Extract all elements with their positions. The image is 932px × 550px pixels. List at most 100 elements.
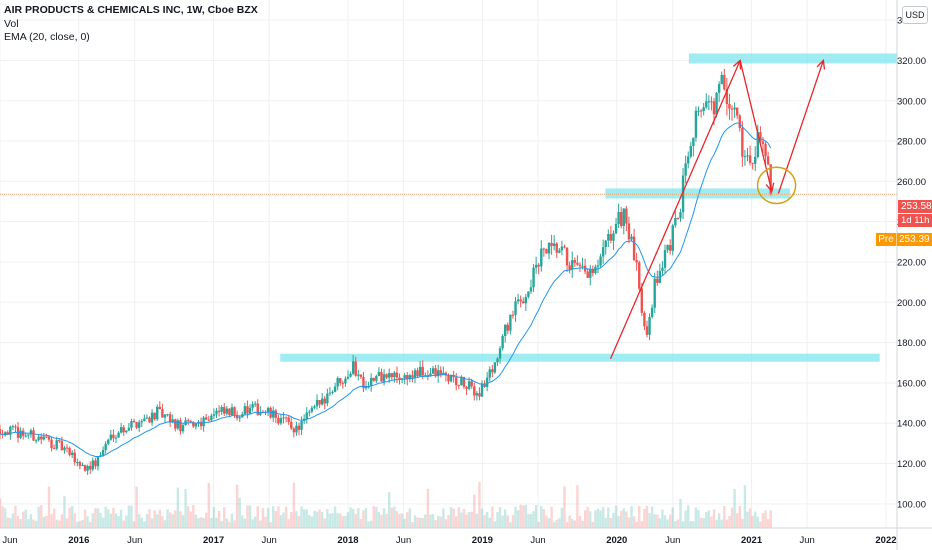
volume-bar	[710, 516, 713, 528]
candle-body	[741, 128, 744, 157]
volume-bar	[140, 517, 143, 528]
candle-body	[591, 269, 595, 273]
volume-bar	[14, 505, 17, 528]
candle-body	[668, 245, 672, 251]
volume-bar	[467, 512, 471, 528]
candle-body	[766, 156, 770, 165]
volume-bar	[176, 487, 180, 528]
volume-bar	[326, 508, 329, 528]
volume-bar	[1, 506, 4, 528]
volume-bar	[748, 508, 752, 528]
volume-bar	[656, 514, 659, 528]
volume-bar	[197, 518, 200, 528]
volume-bar	[357, 508, 360, 528]
volume-bar	[117, 515, 120, 528]
candle-body	[305, 412, 308, 419]
volume-bar	[333, 506, 337, 528]
premarket-value: 253.39	[899, 234, 930, 245]
candle-body	[516, 299, 520, 302]
volume-bar	[599, 510, 602, 528]
candle-body	[648, 316, 651, 335]
ema-polyline	[0, 122, 772, 458]
volume-bar	[679, 498, 682, 528]
candle-body	[315, 399, 319, 407]
candle-body	[0, 429, 2, 435]
candle-body	[596, 265, 600, 267]
volume-bar	[560, 507, 564, 528]
x-tick-label: Jun	[396, 535, 411, 546]
candle-body	[122, 427, 125, 433]
volume-bar	[40, 505, 43, 528]
currency-button[interactable]: USD	[902, 6, 928, 24]
candle-body	[565, 247, 569, 266]
volume-bar	[27, 519, 30, 528]
volume-bar	[728, 515, 731, 528]
premarket-price-tag: Pre 253.39	[876, 233, 932, 246]
volume-bar	[741, 518, 744, 528]
volume-bar	[225, 518, 229, 528]
volume-bar	[424, 514, 427, 528]
candle-body	[163, 414, 167, 418]
candle-body	[455, 377, 458, 386]
candle-body	[643, 312, 646, 327]
candle-body	[666, 245, 669, 251]
volume-bar	[86, 516, 89, 528]
price-zone	[280, 353, 880, 362]
candle-body	[14, 426, 17, 428]
candle-body	[619, 212, 623, 226]
candle-body	[364, 386, 368, 389]
candle-body	[449, 375, 453, 382]
symbol-title[interactable]: AIR PRODUCTS & CHEMICALS INC, 1W, Cboe B…	[4, 4, 258, 16]
volume-bar	[158, 509, 162, 528]
volume-bars	[0, 482, 772, 528]
volume-bar	[130, 505, 133, 528]
candle-body	[331, 391, 334, 393]
volume-bar	[11, 513, 15, 528]
volume-bar	[640, 521, 644, 528]
candle-body	[465, 386, 468, 389]
volume-bar	[436, 515, 440, 528]
volume-bar	[614, 505, 618, 528]
volume-bar	[308, 514, 311, 528]
volume-bar	[717, 513, 721, 528]
volume-bar	[243, 518, 247, 528]
volume-bar	[246, 505, 249, 528]
volume-bar	[119, 509, 123, 528]
candle-body	[318, 399, 321, 405]
candle-body	[395, 372, 399, 378]
volume-bar	[504, 509, 507, 528]
volume-bar	[676, 519, 680, 528]
volume-bar	[511, 514, 515, 528]
candle-body	[19, 430, 22, 438]
volume-bar	[751, 515, 754, 528]
volume-bar	[586, 506, 589, 528]
candle-body	[42, 436, 46, 440]
x-tick-label: Jun	[665, 535, 680, 546]
volume-bar	[524, 504, 528, 528]
candle-body	[194, 423, 198, 427]
candle-body	[627, 223, 631, 240]
volume-bar	[568, 515, 571, 528]
volume-bar	[109, 513, 113, 528]
candle-body	[728, 103, 731, 109]
candle-body	[398, 377, 401, 380]
volume-bar	[73, 513, 76, 528]
volume-bar	[542, 508, 546, 528]
candle-body	[663, 250, 667, 268]
volume-bar	[668, 514, 672, 528]
candle-body	[638, 262, 641, 289]
candle-body	[599, 256, 602, 266]
candle-body	[344, 378, 347, 384]
volume-bar	[256, 506, 259, 528]
ema-legend[interactable]: EMA (20, close, 0)	[4, 31, 90, 43]
candle-body	[720, 74, 723, 85]
volume-bar	[516, 510, 520, 528]
price-zone	[605, 188, 790, 199]
volume-legend[interactable]: Vol	[4, 17, 19, 30]
x-tick-label: 2020	[606, 535, 627, 546]
candle-body	[524, 296, 528, 304]
candle-body	[272, 410, 275, 418]
candle-body	[547, 242, 551, 254]
volume-bar	[756, 516, 760, 528]
volume-bar	[416, 517, 419, 528]
